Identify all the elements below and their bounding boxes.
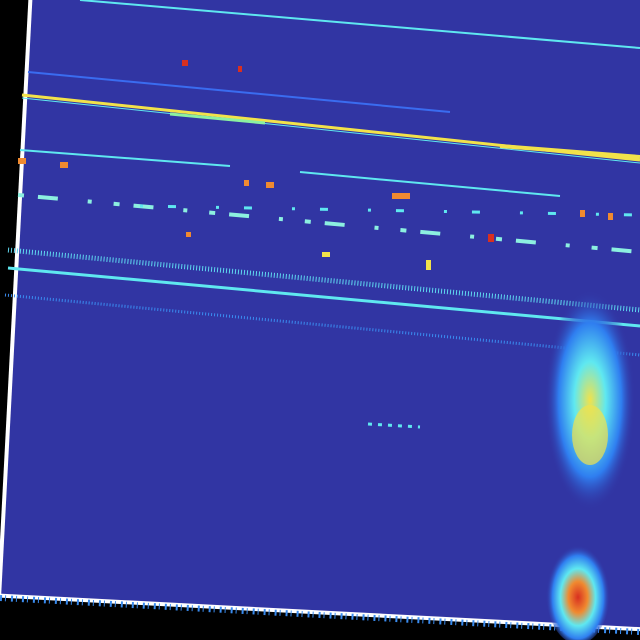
trace-dotted-upper <box>7 247 640 313</box>
trace-dotted-lower <box>4 293 640 357</box>
tick-yellow <box>322 252 330 257</box>
trace-dashes <box>17 193 640 254</box>
tick-orange <box>244 180 249 186</box>
tick-orange <box>608 213 613 220</box>
tick-red <box>186 232 191 237</box>
hotspot-lower <box>546 540 610 640</box>
trace-cyan-solid <box>7 266 640 328</box>
tick-orange <box>18 158 26 164</box>
hotspot-upper-core <box>572 405 608 465</box>
trace-yellow-edge <box>21 97 640 164</box>
trace-cyan-mid2 <box>299 171 561 197</box>
tick-orange <box>392 193 410 199</box>
trace-bottom-noise <box>0 595 640 635</box>
tick-red <box>182 60 188 66</box>
frame-border-left <box>0 0 35 596</box>
tick-orange <box>580 210 585 217</box>
trace-top-cyan <box>79 0 640 49</box>
tick-orange <box>266 182 274 188</box>
energy-blobs <box>545 290 635 640</box>
trace-yellow-seg2 <box>499 144 640 159</box>
tick-yellow <box>426 260 431 270</box>
marker-ticks <box>18 60 613 270</box>
tick-red <box>488 234 494 242</box>
trace-yellow-seg <box>169 112 266 125</box>
trace-small-cyan <box>367 422 421 429</box>
hotspot-upper <box>545 290 635 510</box>
tick-red <box>238 66 242 72</box>
trace-cyan-mid <box>19 149 231 167</box>
trace-blue-thin <box>27 71 451 113</box>
tick-orange <box>60 162 68 168</box>
